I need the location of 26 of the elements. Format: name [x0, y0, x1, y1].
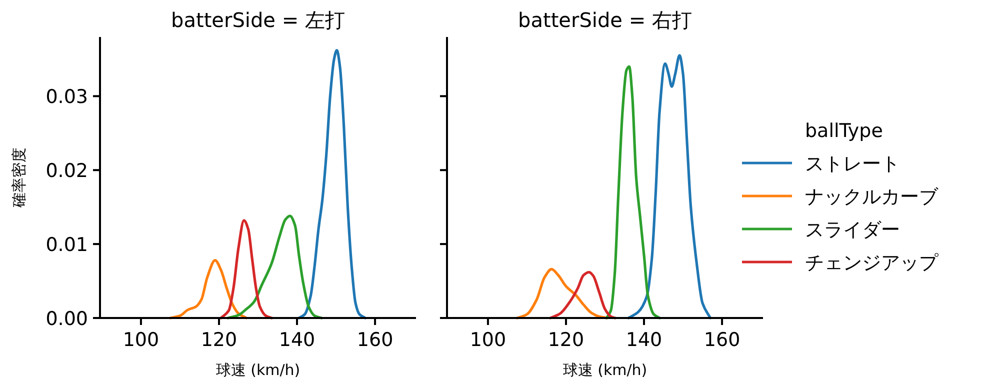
x-tick-label: 120 — [548, 329, 584, 351]
x-tick-label: 100 — [470, 329, 506, 351]
y-tick-label: 0.03 — [46, 86, 88, 108]
x-tick-label: 140 — [278, 329, 316, 351]
y-tick-label: 0.02 — [46, 160, 88, 182]
x-tick-label: 140 — [626, 329, 662, 351]
y-axis-title: 確率密度 — [10, 148, 28, 208]
chart-title: batterSide = 左打 — [171, 8, 345, 32]
x-tick-label: 120 — [200, 329, 238, 351]
line-series — [220, 219, 273, 320]
x-axis-title: 球速 (km/h) — [562, 361, 648, 379]
x-axis-title: 球速 (km/h) — [216, 361, 300, 379]
legend-title: ballType — [805, 120, 883, 142]
x-tick-label: 160 — [356, 329, 394, 351]
legend-label: ナックルカーブ — [805, 186, 939, 208]
legend-label: スライダー — [805, 219, 900, 241]
line-series — [298, 49, 367, 320]
legend-label: ストレート — [805, 153, 900, 175]
line-series — [226, 214, 323, 320]
y-tick-label: 0.01 — [46, 234, 88, 256]
chart-title: batterSide = 右打 — [518, 8, 692, 32]
line-series — [168, 259, 248, 320]
x-tick-label: 160 — [704, 329, 740, 351]
y-tick-label: 0.00 — [46, 308, 88, 330]
legend-label: チェンジアップ — [805, 252, 939, 274]
x-tick-label: 100 — [122, 329, 160, 351]
